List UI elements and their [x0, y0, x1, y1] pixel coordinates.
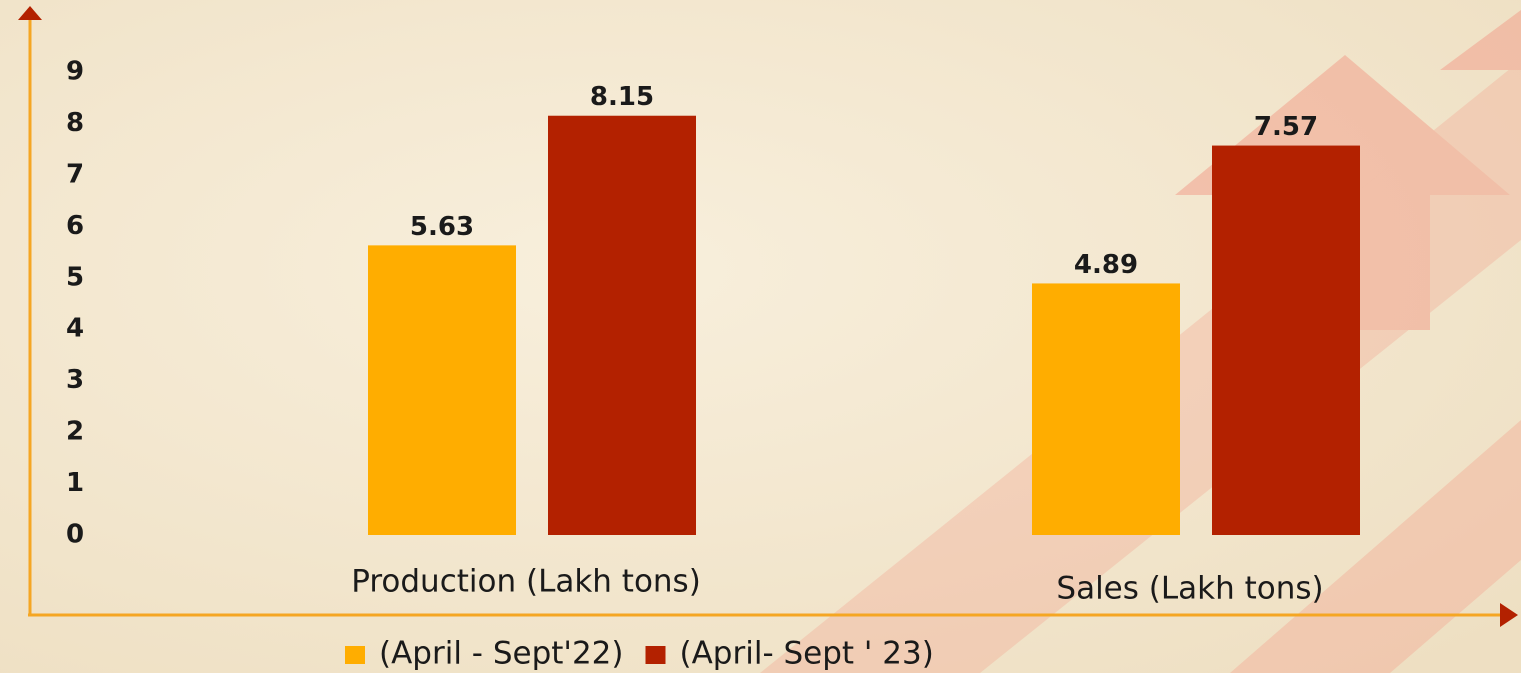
bar	[548, 115, 696, 535]
x-tick-label: Production (Lakh tons)	[351, 564, 701, 600]
value-label: 7.57	[1254, 112, 1318, 142]
y-axis-arrow	[18, 6, 42, 20]
legend-label: (April- Sept ' 23)	[680, 636, 934, 672]
decor-arrow	[1440, 10, 1521, 70]
x-tick-label: Sales (Lakh tons)	[1056, 571, 1323, 607]
decor-stripe	[1230, 420, 1521, 673]
y-tick-label: 6	[66, 211, 84, 241]
y-tick-label: 2	[66, 417, 84, 447]
value-label: 4.89	[1074, 250, 1138, 280]
bar	[1032, 283, 1180, 535]
legend-swatch	[645, 646, 666, 664]
y-tick-label: 9	[66, 57, 84, 87]
bar	[1212, 145, 1360, 535]
y-tick-label: 3	[66, 365, 84, 395]
y-tick-label: 0	[66, 520, 84, 550]
y-tick-label: 5	[66, 262, 84, 292]
value-label: 8.15	[590, 82, 654, 112]
y-tick-label: 8	[66, 108, 84, 138]
y-tick-label: 7	[66, 159, 84, 189]
value-label: 5.63	[410, 212, 474, 242]
legend-swatch	[345, 646, 365, 664]
x-axis-arrow	[1500, 603, 1518, 627]
y-tick-label: 4	[66, 314, 84, 344]
y-tick-label: 1	[66, 468, 84, 498]
legend-label: (April - Sept'22)	[379, 636, 624, 672]
bar	[368, 245, 516, 535]
